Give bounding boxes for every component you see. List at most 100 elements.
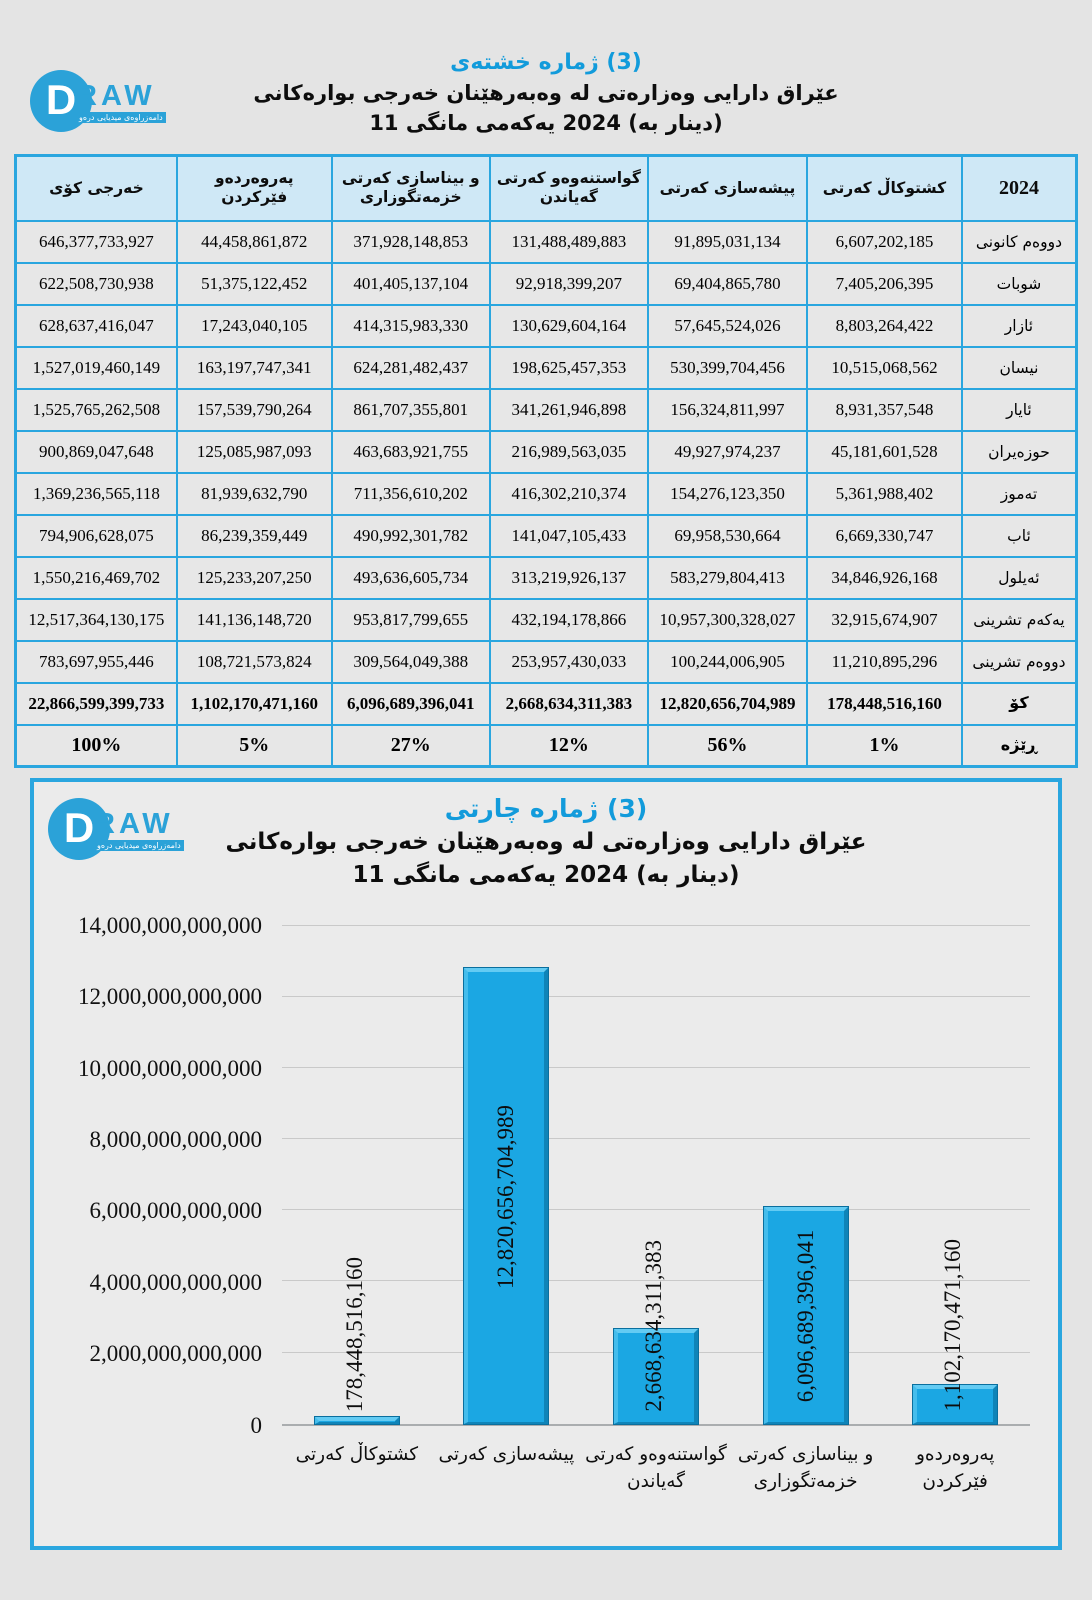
cell-tot: 794,906,628,075 xyxy=(14,513,178,558)
expenditure-table: 2024 کەرتی‎ کشتوکاڵ‎ کەرتی‎ پیشەسازی‎ کە… xyxy=(14,154,1078,768)
cell-ind: 154,276,123,350 xyxy=(646,471,809,516)
ratio-con: 27% xyxy=(330,723,491,768)
y-tick-label: 10,000,000,000,000 xyxy=(78,1055,262,1081)
header-industry: کەرتی‎ پیشەسازی‎ xyxy=(646,154,809,222)
cell-edu: 157,539,790,264 xyxy=(175,387,333,432)
month-cell: ئەیلول xyxy=(960,555,1078,600)
month-cell: حوزەیران xyxy=(960,429,1078,474)
table-row: کانونی‎ دووەم‎ 6,607,202,185 91,895,031,… xyxy=(14,219,1078,264)
chart-title-block: چارتی‎ ژماره‎ (3) بوارەکانی‎ خەرجی‎ وەبە… xyxy=(34,782,1058,892)
y-tick-label: 4,000,000,000,000 xyxy=(89,1269,263,1295)
cell-agri: 11,210,895,296 xyxy=(806,639,963,684)
cell-agri: 45,181,601,528 xyxy=(806,429,963,474)
ratio-tot: 100% xyxy=(14,723,178,768)
bar-value-label: 1,102,170,471,160 xyxy=(940,1239,966,1412)
table-row: ئەیلول 34,846,926,168 583,279,804,413 31… xyxy=(14,555,1078,600)
table-section-header: D RAW دامەزراوەی میدیایی درەو خشتەی‎ ژما… xyxy=(0,0,1092,150)
cell-tot: 900,869,047,648 xyxy=(14,429,178,474)
draw-logo-tagline: دامەزراوەی میدیایی درەو xyxy=(94,839,184,851)
cell-agri: 6,607,202,185 xyxy=(806,219,963,264)
gridline xyxy=(282,1209,1030,1211)
month-cell: تشرینی‎ دووەم‎ xyxy=(960,639,1078,684)
cell-con: 624,281,482,437 xyxy=(330,345,491,390)
cell-ind: 100,244,006,905 xyxy=(646,639,809,684)
gridline xyxy=(282,1067,1030,1069)
table-row: ئاب 6,669,330,747 69,958,530,664 141,047… xyxy=(14,513,1078,558)
header-transport: کەرتی‎ گواستنەوەو‎ گەیاندن‎ xyxy=(488,154,649,222)
cell-tra: 130,629,604,164 xyxy=(488,303,649,348)
cell-edu: 108,721,573,824 xyxy=(175,639,333,684)
draw-logo-tagline: دامەزراوەی میدیایی درەو xyxy=(76,112,166,123)
cell-agri: 8,803,264,422 xyxy=(806,303,963,348)
draw-logo: D RAW دامەزراوەی میدیایی درەو xyxy=(48,797,184,860)
total-tot: 22,866,599,399,733 xyxy=(14,681,178,726)
cell-tot: 622,508,730,938 xyxy=(14,261,178,306)
table-row: حوزەیران 45,181,601,528 49,927,974,237 2… xyxy=(14,429,1078,474)
cell-con: 371,928,148,853 xyxy=(330,219,491,264)
header-education: پەروەردەو‎ فێرکردن‎ xyxy=(175,154,333,222)
bar-slot-education: 1,102,170,471,160 xyxy=(880,926,1030,1424)
cell-ind: 583,279,804,413 xyxy=(646,555,809,600)
cell-ind: 530,399,704,456 xyxy=(646,345,809,390)
table-row: ئایار 8,931,357,548 156,324,811,997 341,… xyxy=(14,387,1078,432)
cell-tra: 141,047,105,433 xyxy=(488,513,649,558)
cell-con: 309,564,049,388 xyxy=(330,639,491,684)
bar-slot-agriculture: 178,448,516,160 xyxy=(282,926,432,1424)
month-cell: تشرینی‎ یەکەم‎ xyxy=(960,597,1078,642)
cell-con: 493,636,605,734 xyxy=(330,555,491,600)
cell-con: 401,405,137,104 xyxy=(330,261,491,306)
bar-chart: 0 2,000,000,000,000 4,000,000,000,000 6,000… xyxy=(34,896,1058,1544)
bar-construction: 6,096,689,396,041 xyxy=(763,1206,848,1424)
bar-education xyxy=(913,1384,998,1424)
cell-agri: 8,931,357,548 xyxy=(806,387,963,432)
cell-con: 861,707,355,801 xyxy=(330,387,491,432)
cell-edu: 17,243,040,105 xyxy=(175,303,333,348)
cell-agri: 5,361,988,402 xyxy=(806,471,963,516)
header-construction: کەرتی‎ بیناسازی‎ و‎ خزمەتگوزاری‎ xyxy=(330,154,491,222)
cell-con: 463,683,921,755 xyxy=(330,429,491,474)
cell-ind: 49,927,974,237 xyxy=(646,429,809,474)
bar-value-label: 12,820,656,704,989 xyxy=(493,1104,519,1289)
cell-con: 490,992,301,782 xyxy=(330,513,491,558)
bar-value-label: 178,448,516,160 xyxy=(341,1256,367,1412)
bar-agriculture xyxy=(314,1417,399,1424)
cell-tra: 198,625,457,353 xyxy=(488,345,649,390)
cell-con: 711,356,610,202 xyxy=(330,471,491,516)
bar-slot-transport: 2,668,634,311,383 xyxy=(581,926,731,1424)
ratio-edu: 5% xyxy=(175,723,333,768)
cell-ind: 69,958,530,664 xyxy=(646,513,809,558)
cell-tra: 416,302,210,374 xyxy=(488,471,649,516)
cell-agri: 7,405,206,395 xyxy=(806,261,963,306)
cell-tot: 1,527,019,460,149 xyxy=(14,345,178,390)
table-title-line3: 11 مانگی‎ یەکەمی‎ 2024 (به‎ دینار)‎ xyxy=(369,111,723,135)
month-cell: نیسان xyxy=(960,345,1078,390)
y-axis-labels: 0 2,000,000,000,000 4,000,000,000,000 6,000… xyxy=(34,913,272,1438)
bars-container: 178,448,516,160 12,820,656,704,989 2,668… xyxy=(282,926,1030,1424)
cell-tra: 216,989,563,035 xyxy=(488,429,649,474)
header-agriculture: کەرتی‎ کشتوکاڵ‎ xyxy=(806,154,963,222)
cell-tra: 253,957,430,033 xyxy=(488,639,649,684)
cell-tot: 783,697,955,446 xyxy=(14,639,178,684)
bar-transport xyxy=(613,1328,698,1424)
y-tick-label: 12,000,000,000,000 xyxy=(78,984,262,1010)
cell-agri: 32,915,674,907 xyxy=(806,597,963,642)
draw-logo-wordmark: RAW xyxy=(76,80,156,112)
cell-edu: 81,939,632,790 xyxy=(175,471,333,516)
cell-edu: 44,458,861,872 xyxy=(175,219,333,264)
y-tick-label: 0 xyxy=(250,1412,263,1438)
cell-agri: 34,846,926,168 xyxy=(806,555,963,600)
table-title-block: خشتەی‎ ژماره‎ (3) بوارەکانی‎ خەرجی‎ وەبە… xyxy=(0,48,1092,138)
y-tick-label: 6,000,000,000,000 xyxy=(89,1198,263,1224)
table-row: تشرینی‎ دووەم‎ 11,210,895,296 100,244,00… xyxy=(14,639,1078,684)
draw-logo-d-icon: D xyxy=(30,70,92,132)
plot-area: 178,448,516,160 12,820,656,704,989 2,668… xyxy=(282,924,1030,1426)
header-year: 2024 xyxy=(960,154,1078,222)
draw-logo: D RAW دامەزراوەی میدیایی درەو xyxy=(30,70,166,132)
table-row: شوبات 7,405,206,395 69,404,865,780 92,91… xyxy=(14,261,1078,306)
x-label-transport: کەرتی‎ گواستنەوەو‎ گەیاندن‎ xyxy=(585,1443,727,1492)
cell-ind: 10,957,300,328,027 xyxy=(646,597,809,642)
cell-tra: 131,488,489,883 xyxy=(488,219,649,264)
bar-industry: 12,820,656,704,989 xyxy=(464,967,549,1424)
cell-tot: 646,377,733,927 xyxy=(14,219,178,264)
cell-agri: 10,515,068,562 xyxy=(806,345,963,390)
